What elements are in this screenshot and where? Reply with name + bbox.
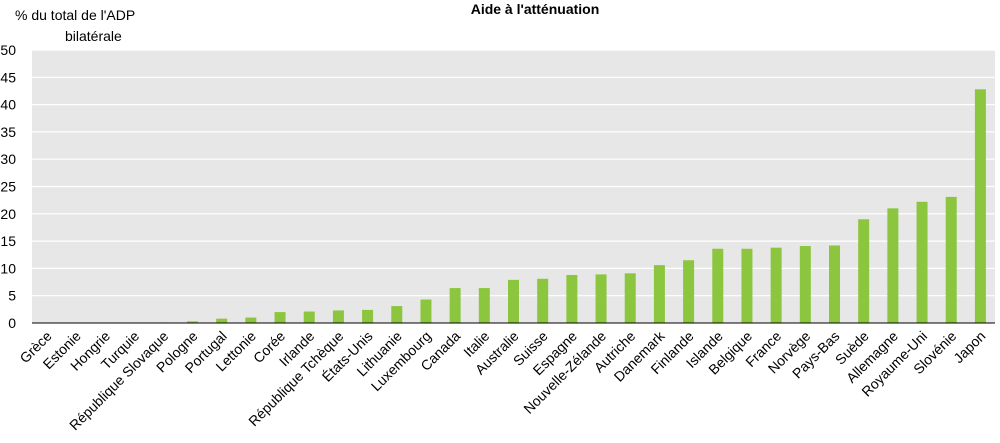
y-tick-label: 45 [0,69,16,85]
y-tick-label: 10 [0,260,16,276]
y-tick-label: 20 [0,206,16,222]
bar [391,306,403,323]
bar [508,279,519,323]
y-tick-label: 15 [0,233,16,249]
bar [887,208,899,323]
bar [478,288,490,323]
y-tick-label: 25 [0,179,16,195]
bar [449,288,461,323]
plot-area: 05101520253035404550GrèceEstonieHongrieT… [0,42,995,433]
y-tick-label: 50 [0,42,16,58]
bar [216,318,228,323]
bar [916,201,928,323]
y-tick-label: 0 [8,315,16,331]
y-tick-label: 30 [0,151,16,167]
bar [187,321,198,323]
bar [945,196,957,323]
bar [624,273,636,323]
bar [362,309,374,323]
bar [858,219,870,323]
bar [274,312,286,323]
bar [799,246,811,323]
bar [974,89,986,323]
bar [420,299,432,323]
y-axis-label-line-2: bilatérale [65,28,122,44]
bar [566,274,578,323]
y-tick-label: 35 [0,124,16,140]
bar [829,245,840,323]
bar [741,248,753,323]
bar [595,274,607,323]
bar [537,278,549,323]
y-tick-label: 5 [8,288,16,304]
bar [303,311,315,323]
x-tick-label: Japon [950,328,988,366]
y-tick-label: 40 [0,97,16,113]
bar [245,317,257,323]
y-axis-label-line-1: % du total de l'ADP [15,7,135,23]
bar [712,248,724,323]
bar [683,260,695,323]
chart-title: Aide à l'atténuation [471,1,600,17]
bar [770,247,782,323]
bar [332,310,344,323]
bar [653,265,665,323]
